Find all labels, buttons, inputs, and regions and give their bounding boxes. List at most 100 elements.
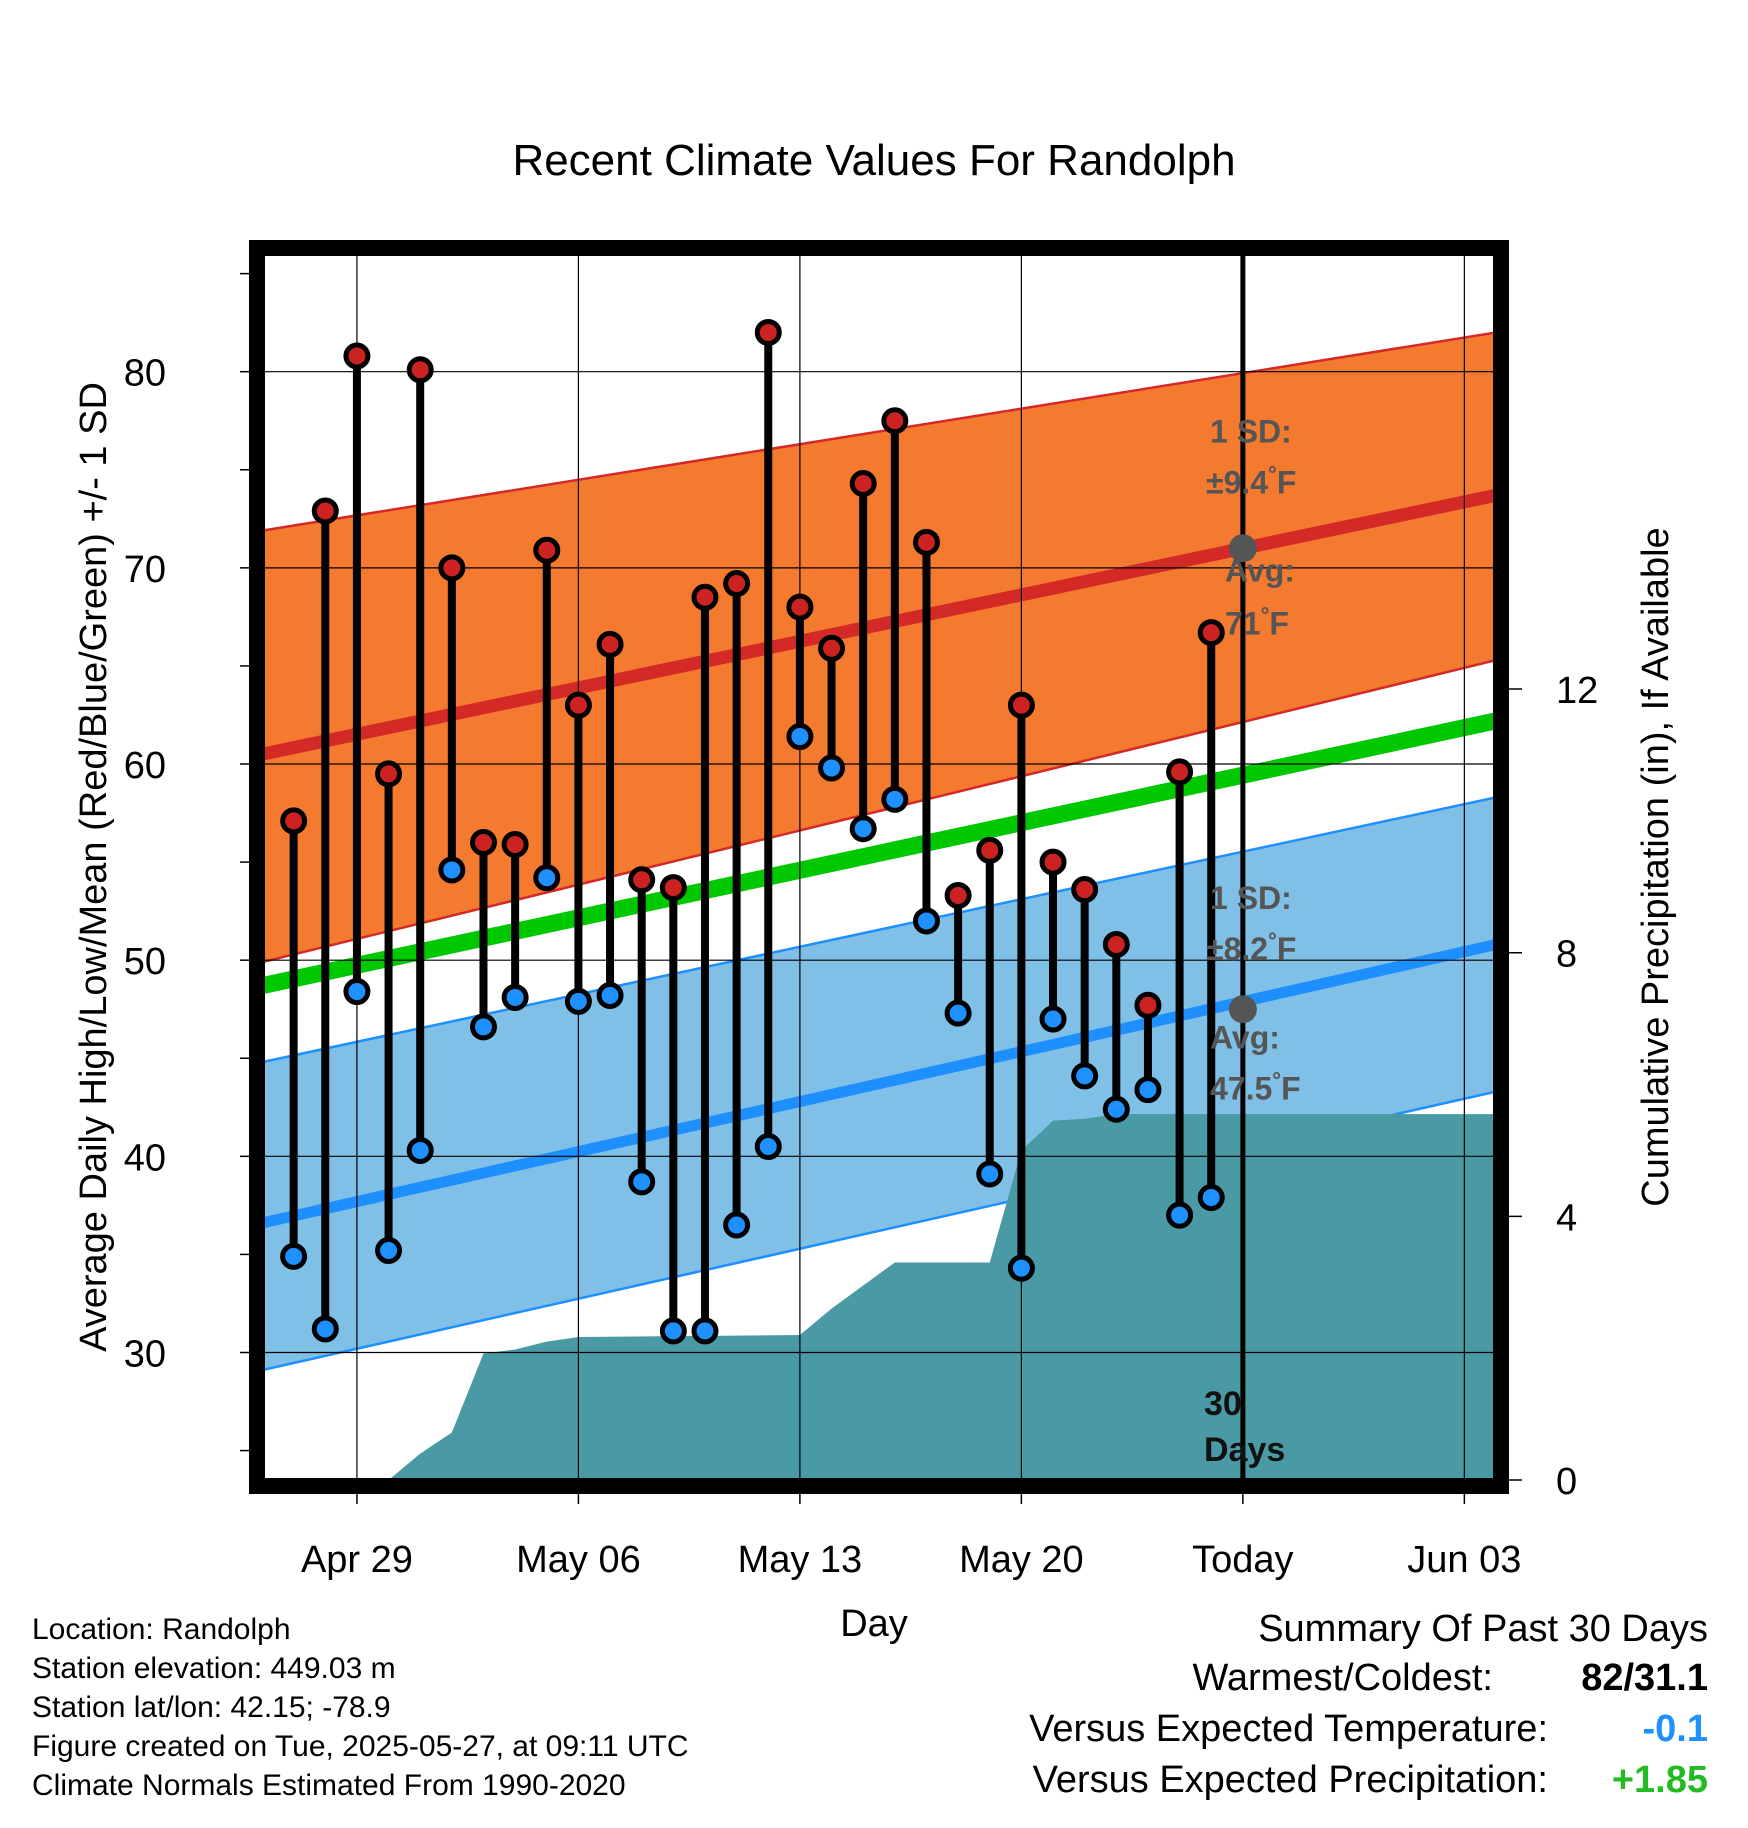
summary-title: Summary Of Past 30 Days <box>1258 1608 1708 1650</box>
daily-high-point <box>375 760 403 788</box>
plot-frame <box>249 240 1509 1494</box>
daily-high-point <box>723 570 751 598</box>
location-text: Location: Randolph <box>32 1613 291 1646</box>
daily-low-point <box>438 856 466 884</box>
daily-high-point <box>438 554 466 582</box>
daily-high-point <box>343 342 371 370</box>
daily-high-point <box>1197 619 1225 647</box>
daily-low-point <box>1102 1095 1130 1123</box>
y2-tick-label: 0 <box>1556 1461 1577 1503</box>
daily-high-point <box>1102 930 1130 958</box>
warm-cold-label: Warmest/Coldest: <box>1192 1657 1493 1699</box>
daily-high-point <box>564 691 592 719</box>
daily-low-point <box>1166 1201 1194 1229</box>
y-tick-label: 40 <box>124 1137 166 1179</box>
precip-value: +1.85 <box>1611 1759 1708 1801</box>
normal-mean-line <box>262 712 1496 994</box>
daily-high-point <box>691 583 719 611</box>
temp-label: Versus Expected Temperature: <box>1029 1708 1548 1750</box>
daily-low-point <box>912 907 940 935</box>
daily-high-point <box>912 528 940 556</box>
daily-low-point <box>280 1242 308 1270</box>
daily-low-point <box>596 981 624 1009</box>
daily-high-point <box>818 634 846 662</box>
daily-low-point <box>343 978 371 1006</box>
daily-low-point <box>976 1160 1004 1188</box>
x-axis-label: Day <box>840 1603 908 1645</box>
daily-low-point <box>469 1013 497 1041</box>
daily-low-point <box>375 1236 403 1264</box>
daily-low-point <box>691 1317 719 1345</box>
x-tick-label: May 13 <box>738 1539 863 1581</box>
x-tick-label: Jun 03 <box>1407 1539 1521 1581</box>
low-sd-band-upper-edge <box>262 796 1496 1064</box>
high-sd-band <box>262 332 1496 963</box>
low-avg-label: Avg: <box>1210 1019 1280 1055</box>
low-sd-label: 1 SD: <box>1210 880 1292 916</box>
temp-value: -0.1 <box>1642 1708 1708 1750</box>
daily-high-point <box>1039 848 1067 876</box>
daily-high-point <box>1134 991 1162 1019</box>
elevation-text: Station elevation: 449.03 m <box>32 1652 396 1685</box>
days-count-label: 30 <box>1204 1385 1242 1423</box>
normals-text: Climate Normals Estimated From 1990-2020 <box>32 1769 626 1802</box>
summary-temp-row: Versus Expected Temperature: -0.1 <box>948 1708 1708 1759</box>
daily-low-point <box>564 987 592 1015</box>
y2-tick-label: 12 <box>1556 670 1598 712</box>
low-avg-value: 47.5°F <box>1210 1067 1301 1106</box>
daily-high-point <box>976 836 1004 864</box>
x-tick-label: Apr 29 <box>301 1539 413 1581</box>
daily-high-point <box>1071 876 1099 904</box>
y2-tick-label: 8 <box>1556 934 1577 976</box>
y2-tick-label: 4 <box>1556 1197 1577 1239</box>
daily-low-point <box>1197 1184 1225 1212</box>
daily-low-point <box>1134 1076 1162 1104</box>
y2-axis-label: Cumulative Precipitation (in), If Availa… <box>1635 527 1677 1206</box>
daily-high-point <box>849 470 877 498</box>
daily-low-point <box>849 815 877 843</box>
daily-high-point <box>659 874 687 902</box>
daily-low-point <box>1071 1062 1099 1090</box>
high-avg-value: 71°F <box>1225 603 1289 642</box>
latlon-text: Station lat/lon: 42.15; -78.9 <box>32 1691 391 1724</box>
normal-low-line <box>262 939 1496 1229</box>
daily-high-point <box>406 356 434 384</box>
daily-high-point <box>944 881 972 909</box>
daily-high-point <box>786 593 814 621</box>
created-text: Figure created on Tue, 2025-05-27, at 09… <box>32 1730 689 1763</box>
x-tick-label: Today <box>1192 1539 1293 1581</box>
daily-low-point <box>1007 1254 1035 1282</box>
daily-low-point <box>533 864 561 892</box>
avg-low-marker <box>1228 995 1257 1024</box>
daily-high-point <box>881 407 909 435</box>
chart-title: Recent Climate Values For Randolph <box>512 136 1235 185</box>
daily-high-point <box>1166 758 1194 786</box>
high-sd-band-upper-edge <box>262 331 1496 532</box>
y-tick-label: 80 <box>124 353 166 395</box>
daily-high-point <box>1007 691 1035 719</box>
precip-label: Versus Expected Precipitation: <box>1032 1759 1548 1801</box>
daily-high-point <box>533 536 561 564</box>
warm-cold-value: 82/31.1 <box>1581 1657 1708 1699</box>
daily-high-point <box>280 807 308 835</box>
daily-low-point <box>1039 1005 1067 1033</box>
high-sd-value: ±9.4°F <box>1206 461 1296 500</box>
daily-high-point <box>596 630 624 658</box>
daily-low-point <box>818 754 846 782</box>
high-sd-band-lower-edge <box>262 658 1496 964</box>
daily-low-point <box>406 1136 434 1164</box>
daily-low-point <box>311 1315 339 1343</box>
y-tick-label: 60 <box>124 745 166 787</box>
y-tick-label: 50 <box>124 941 166 983</box>
summary-precip-row: Versus Expected Precipitation: +1.85 <box>948 1759 1708 1810</box>
daily-high-point <box>501 830 529 858</box>
daily-low-point <box>659 1317 687 1345</box>
daily-low-point <box>944 999 972 1027</box>
y-tick-label: 30 <box>124 1333 166 1375</box>
y-axis-label: Average Daily High/Low/Mean (Red/Blue/Gr… <box>73 382 115 1352</box>
daily-high-point <box>311 497 339 525</box>
x-tick-label: May 06 <box>516 1539 641 1581</box>
days-word-label: Days <box>1204 1431 1285 1469</box>
summary-panel: Summary Of Past 30 Days Warmest/Coldest:… <box>948 1608 1708 1810</box>
